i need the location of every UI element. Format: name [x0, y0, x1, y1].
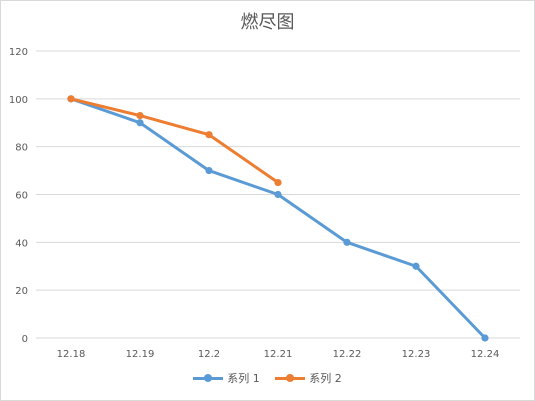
x-tick-label: 12.2	[198, 349, 220, 360]
y-tick-label: 100	[9, 95, 28, 106]
y-tick-label: 60	[15, 191, 28, 202]
data-point-series-1[interactable]	[481, 334, 489, 342]
legend-item-series-2[interactable]: 系列 2	[275, 370, 342, 386]
data-point-series-1[interactable]	[274, 190, 282, 199]
series-group	[67, 95, 489, 342]
data-point-series-1[interactable]	[136, 119, 144, 127]
data-point-series-1[interactable]	[412, 262, 420, 270]
x-tick-label: 12.23	[402, 349, 431, 360]
gridlines	[36, 50, 520, 339]
data-point-series-2[interactable]	[136, 111, 144, 120]
x-tick-label: 12.24	[471, 349, 500, 360]
x-axis-ticks: 12.18 12.19 12.2 12.21 12.22 12.23 12.24	[57, 349, 500, 360]
legend-swatch-series-1	[193, 373, 224, 383]
data-point-series-1[interactable]	[205, 166, 213, 175]
data-point-series-2[interactable]	[205, 131, 213, 139]
x-tick-label: 12.19	[126, 349, 155, 360]
y-tick-label: 120	[9, 47, 28, 58]
x-tick-label: 12.18	[57, 349, 86, 360]
series-line-2	[69, 97, 280, 185]
legend-swatch-series-2	[275, 373, 306, 383]
x-tick-label: 12.22	[333, 349, 362, 360]
data-point-series-2[interactable]	[67, 95, 75, 103]
y-tick-label: 40	[15, 238, 28, 249]
x-tick-label: 12.21	[264, 349, 293, 360]
y-tick-label: 0	[22, 334, 28, 345]
legend-label-series-1: 系列 1	[227, 372, 260, 385]
chart-title: 燃尽图	[240, 12, 295, 33]
y-axis-ticks: 0 20 40 60 80 100 120	[9, 47, 28, 345]
data-point-series-1[interactable]	[343, 238, 351, 246]
legend: 系列 1 系列 2	[0, 370, 535, 386]
legend-item-series-1[interactable]: 系列 1	[193, 370, 260, 386]
data-point-series-2[interactable]	[274, 178, 282, 187]
series-line-1	[69, 97, 487, 340]
legend-label-series-2: 系列 2	[309, 372, 342, 385]
y-tick-label: 20	[15, 286, 28, 297]
y-tick-label: 80	[15, 143, 28, 154]
